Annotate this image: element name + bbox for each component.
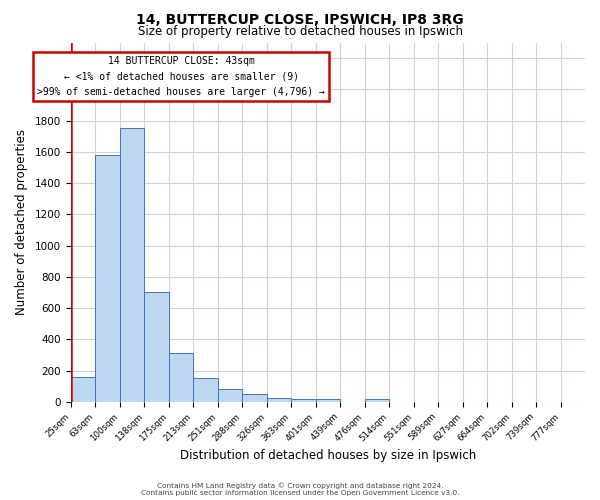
Text: Size of property relative to detached houses in Ipswich: Size of property relative to detached ho… <box>137 25 463 38</box>
Bar <box>145 292 169 402</box>
Bar <box>267 398 291 402</box>
Bar <box>218 390 242 402</box>
Bar <box>316 398 340 402</box>
Bar <box>169 352 193 402</box>
Bar <box>193 378 218 402</box>
Bar <box>71 377 95 402</box>
Text: Contains public sector information licensed under the Open Government Licence v3: Contains public sector information licen… <box>140 490 460 496</box>
Bar <box>120 128 145 402</box>
X-axis label: Distribution of detached houses by size in Ipswich: Distribution of detached houses by size … <box>180 450 476 462</box>
Bar <box>242 394 267 402</box>
Text: Contains HM Land Registry data © Crown copyright and database right 2024.: Contains HM Land Registry data © Crown c… <box>157 482 443 489</box>
Bar <box>365 400 389 402</box>
Bar <box>291 400 316 402</box>
Bar <box>95 155 120 402</box>
Text: 14, BUTTERCUP CLOSE, IPSWICH, IP8 3RG: 14, BUTTERCUP CLOSE, IPSWICH, IP8 3RG <box>136 12 464 26</box>
Text: 14 BUTTERCUP CLOSE: 43sqm
← <1% of detached houses are smaller (9)
>99% of semi-: 14 BUTTERCUP CLOSE: 43sqm ← <1% of detac… <box>37 56 325 98</box>
Y-axis label: Number of detached properties: Number of detached properties <box>15 129 28 315</box>
